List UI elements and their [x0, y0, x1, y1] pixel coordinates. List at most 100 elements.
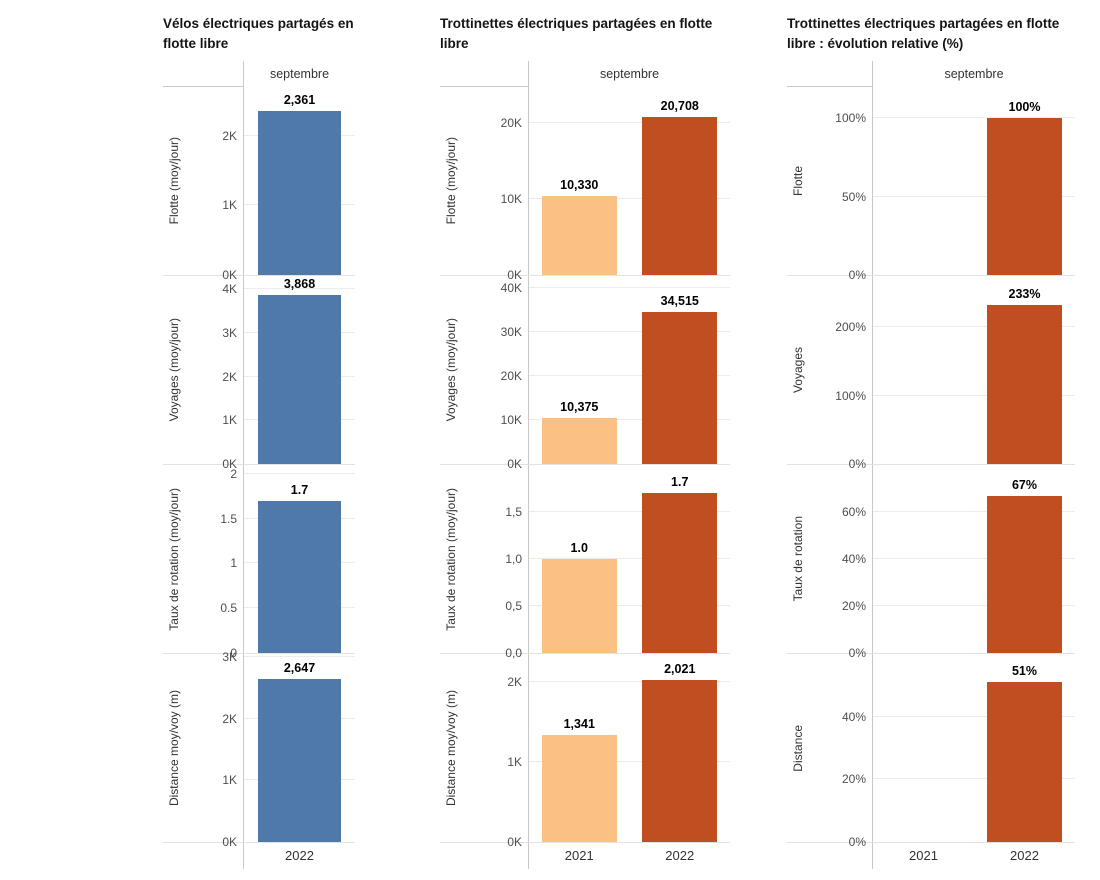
- y-axis-tick-label: 2: [230, 466, 237, 481]
- metric-row-4: Distance 0% 20% 40% 51%: [787, 654, 1075, 849]
- metric-row-3: Taux de rotation 0% 20% 40% 60% 67%: [787, 465, 1075, 660]
- x-axis-label-2021: 2021: [564, 848, 594, 863]
- bar-value-label: 20,708: [660, 99, 699, 114]
- row-axis: Voyages (moy/jour) 0K 10K 20K 30K 40K: [440, 276, 528, 471]
- chart-plot-area: 1,341 2,021: [528, 654, 730, 842]
- gridline: [529, 761, 730, 762]
- metric-axis-title-text: Flotte (moy/jour): [444, 137, 458, 225]
- bar-slot-2022: 34,515: [630, 276, 731, 464]
- row-axis: Voyages 0% 100% 200%: [787, 276, 872, 471]
- bar-value-label: 34,515: [660, 294, 699, 309]
- x-axis-labels: 2022: [243, 843, 355, 869]
- y-axis-tick-label: 2K: [222, 369, 237, 384]
- bar-2022[interactable]: [257, 678, 342, 842]
- x-axis-label-2021: 2021: [909, 848, 938, 863]
- bar-2021[interactable]: [541, 418, 617, 464]
- row-axis: Flotte (moy/jour) 0K 10K 20K: [440, 87, 528, 282]
- y-axis-tick-label: 30K: [500, 324, 522, 339]
- metric-axis-title-text: Flotte: [791, 165, 805, 196]
- metric-axis-title-text: Taux de rotation: [791, 516, 805, 602]
- chart-plot-area: 10,375 34,515: [528, 276, 730, 464]
- bar-value-label: 3,868: [283, 276, 316, 291]
- y-axis-tick-label: 1.5: [220, 511, 237, 526]
- metric-axis-title: Taux de rotation (moy/jour): [163, 465, 185, 653]
- y-axis-tick-label: 0: [230, 646, 237, 660]
- bar-2021[interactable]: [541, 734, 617, 842]
- gridline: [529, 418, 730, 420]
- y-axis-tick-label: 100%: [835, 111, 866, 126]
- metric-row-3: Taux de rotation (moy/jour) 0,0 0,5 1,0 1,5 1…: [440, 465, 730, 660]
- bar-value-label: 1.7: [290, 482, 309, 497]
- gridline: [529, 374, 730, 376]
- bar-2022[interactable]: [986, 118, 1063, 275]
- bar-2022[interactable]: [986, 495, 1063, 653]
- gridline: [873, 511, 1075, 512]
- header-axis-spacer: [440, 61, 528, 87]
- x-axis-labels: 2021 2022: [528, 843, 730, 869]
- chart-plot-area: 67%: [872, 465, 1075, 653]
- gridline: [529, 286, 730, 288]
- metric-axis-title-text: Distance moy/voy (m): [167, 689, 181, 807]
- x-axis-row: 2022: [163, 843, 355, 869]
- row-axis: Voyages (moy/jour) 0K 1K 2K 3K 4K: [163, 276, 243, 471]
- bar-slot-2021: [873, 276, 974, 464]
- bar-slot-2021: 10,375: [529, 276, 630, 464]
- metric-axis-title: Flotte: [787, 87, 809, 275]
- y-axis-tick-label: 20K: [500, 368, 522, 383]
- y-axis-tick-label: 1,5: [505, 505, 522, 519]
- column-header-septembre: septembre: [528, 61, 730, 87]
- metric-axis-title: Flotte (moy/jour): [440, 87, 462, 275]
- x-axis-row: 2021 2022: [787, 843, 1075, 869]
- y-axis-tick-label: 50%: [841, 189, 866, 204]
- bar-2022[interactable]: [257, 110, 342, 275]
- y-axis-ticks: 0K 1K 2K: [185, 87, 243, 282]
- gridline: [529, 605, 730, 606]
- row-axis: Distance moy/voy (m) 0K 1K 2K 3K: [163, 650, 243, 849]
- y-axis-tick-label: 1K: [507, 755, 522, 769]
- y-axis-tick-label: 0.5: [220, 601, 237, 616]
- panel-body: septembre Flotte 0% 50% 100% 100% Voyages 0% 100…: [787, 61, 1075, 869]
- bar-2022[interactable]: [642, 680, 718, 842]
- metric-axis-title-text: Distance moy/voy (m): [444, 689, 458, 807]
- y-axis-tick-label: 20%: [841, 772, 866, 787]
- chart-plot-area: 2,647: [243, 654, 355, 842]
- y-axis-tick-label: 0K: [222, 268, 237, 282]
- bar-2022[interactable]: [257, 294, 342, 464]
- row-axis: Distance 0% 20% 40%: [787, 654, 872, 849]
- bar-slot-2021: [873, 87, 974, 275]
- bar-2021[interactable]: [541, 559, 617, 653]
- metric-row-4: Distance moy/voy (m) 0K 1K 2K 1,341 2,021: [440, 654, 730, 849]
- y-axis-ticks: 0K 1K 2K: [462, 654, 528, 849]
- bar-slot-2022: 67%: [974, 465, 1075, 653]
- bar-slot-2022: 1.7: [244, 465, 355, 653]
- bar-2022[interactable]: [257, 500, 342, 653]
- bar-2022[interactable]: [986, 682, 1063, 842]
- metric-axis-title-text: Voyages (moy/jour): [167, 318, 181, 422]
- y-axis-tick-label: 200%: [835, 320, 866, 335]
- gridline: [529, 511, 730, 512]
- bar-2022[interactable]: [986, 304, 1063, 464]
- y-axis-tick-label: 0K: [222, 835, 237, 849]
- bar-2022[interactable]: [642, 493, 718, 653]
- panel-title: Trottinettes électriques partagées en fl…: [440, 16, 713, 51]
- metric-row-1: Flotte (moy/jour) 0K 10K 20K 10,330 20,708: [440, 87, 730, 282]
- metric-row-1: Flotte (moy/jour) 0K 1K 2K 2,361: [163, 87, 355, 282]
- bar-2022[interactable]: [642, 117, 718, 275]
- y-axis-tick-label: 2K: [222, 128, 237, 143]
- gridline: [873, 326, 1075, 328]
- bar-value-label: 10,375: [560, 400, 599, 415]
- gridline: [244, 288, 355, 290]
- metric-axis-title: Voyages (moy/jour): [440, 276, 462, 464]
- bar-value-label: 233%: [1008, 286, 1041, 301]
- y-axis-tick-label: 3K: [222, 650, 237, 665]
- gridline: [873, 558, 1075, 559]
- bar-2022[interactable]: [642, 312, 718, 464]
- y-axis-tick-label: 0,5: [505, 599, 522, 613]
- gridline: [873, 195, 1075, 197]
- gridline: [873, 778, 1075, 780]
- metric-row-3: Taux de rotation (moy/jour) 0 0.5 1 1.5 2 1.7: [163, 465, 355, 660]
- gridline: [873, 394, 1075, 396]
- bar-2021[interactable]: [541, 196, 617, 275]
- bar-slot-2022: 3,868: [244, 276, 355, 464]
- chart-plot-area: 51%: [872, 654, 1075, 842]
